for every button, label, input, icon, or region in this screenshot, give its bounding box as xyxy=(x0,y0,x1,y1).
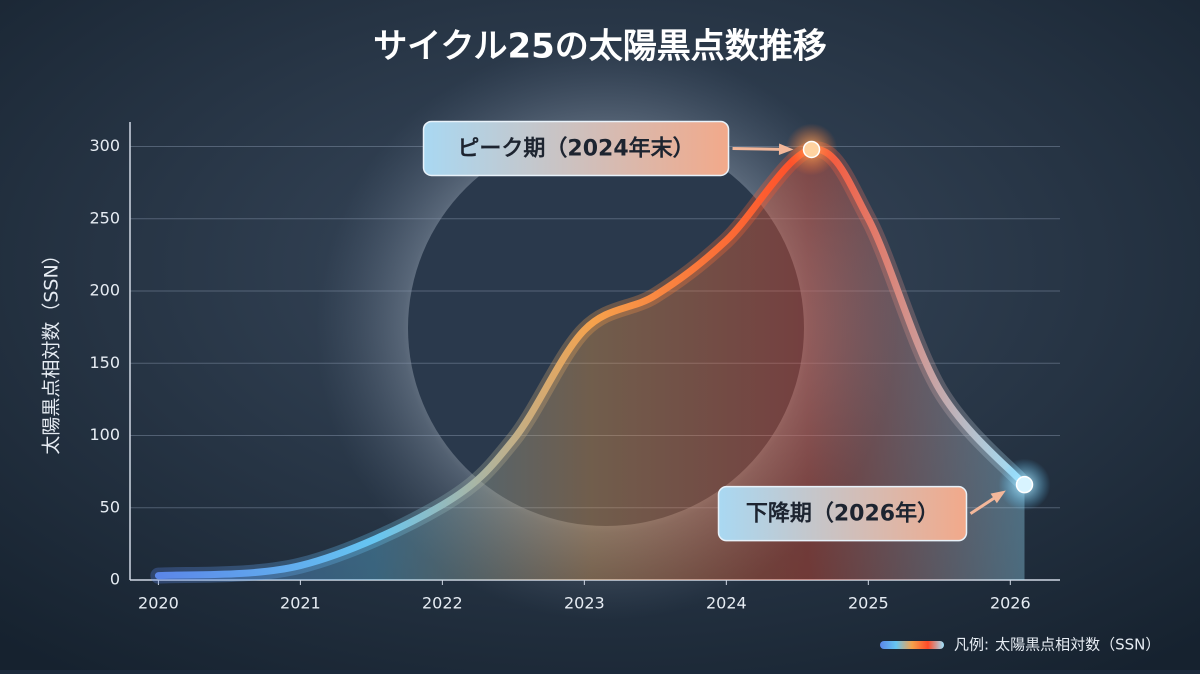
y-tick-label: 250 xyxy=(89,208,120,227)
y-tick-label: 0 xyxy=(110,570,120,589)
legend-label: 凡例: xyxy=(954,636,989,654)
arrow-head xyxy=(778,143,794,156)
y-tick-label: 150 xyxy=(89,353,120,372)
y-tick-label: 300 xyxy=(89,136,120,155)
y-tick-label: 100 xyxy=(89,425,120,444)
annotation-text: ピーク期（2024年末） xyxy=(457,135,694,161)
annotation-box xyxy=(422,120,730,177)
annotation-box xyxy=(717,485,968,542)
point xyxy=(1015,475,1034,494)
y-tick-label: 50 xyxy=(100,497,120,516)
point xyxy=(802,140,821,159)
x-tick-label: 2021 xyxy=(280,594,321,613)
y-axis-label: 太陽黒点相対数（SSN） xyxy=(41,245,63,454)
x-tick-label: 2020 xyxy=(138,594,179,613)
x-tick-label: 2025 xyxy=(848,594,889,613)
y-tick-label: 200 xyxy=(89,281,120,300)
legend-entry: 太陽黒点相対数（SSN） xyxy=(995,636,1160,654)
plot: 0 50 100 150 200 250 300 2020 2021 2022 2023 2024 20… xyxy=(89,120,1160,654)
chart-title: サイクル25の太陽黒点数推移 xyxy=(373,27,827,67)
x-tick-label: 2024 xyxy=(706,594,747,613)
x-tick-label: 2023 xyxy=(564,594,605,613)
legend-swatch xyxy=(880,641,944,649)
x-tick-label: 2022 xyxy=(422,594,463,613)
annotation-text: 下降期（2026年） xyxy=(746,501,939,527)
x-tick-label: 2026 xyxy=(990,594,1031,613)
arrow-head xyxy=(990,490,1006,504)
line xyxy=(154,145,1028,580)
area xyxy=(158,149,1025,580)
